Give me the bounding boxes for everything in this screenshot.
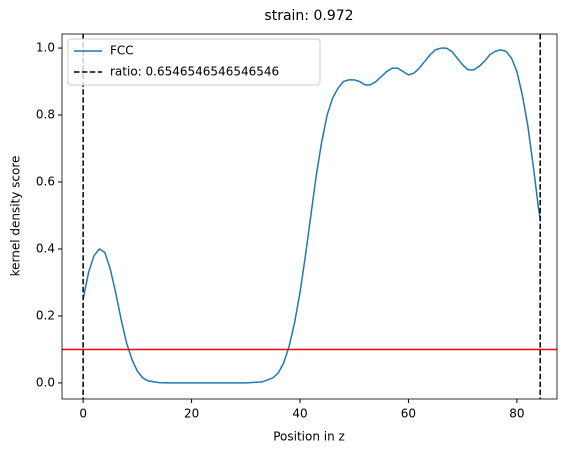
legend-label: ratio: 0.6546546546546546 xyxy=(110,65,279,79)
y-tick-label: 0.4 xyxy=(36,241,55,255)
y-tick-label: 0.2 xyxy=(36,308,55,322)
chart-title: strain: 0.972 xyxy=(264,8,353,24)
y-tick-label: 1.0 xyxy=(36,41,55,55)
x-tick-label: 40 xyxy=(292,407,307,421)
x-axis-label: Position in z xyxy=(273,430,345,444)
x-tick-label: 80 xyxy=(509,407,524,421)
y-tick-label: 0.0 xyxy=(36,375,55,389)
x-tick-label: 0 xyxy=(79,407,87,421)
x-tick-label: 20 xyxy=(184,407,199,421)
legend-label: FCC xyxy=(110,44,134,58)
plot-frame xyxy=(61,33,558,400)
y-tick-label: 0.8 xyxy=(36,108,55,122)
y-axis-label: kernel density score xyxy=(9,156,23,277)
line xyxy=(82,47,541,384)
x-tick-label: 60 xyxy=(401,407,416,421)
y-tick-label: 0.6 xyxy=(36,175,55,189)
legend-box xyxy=(67,38,321,86)
